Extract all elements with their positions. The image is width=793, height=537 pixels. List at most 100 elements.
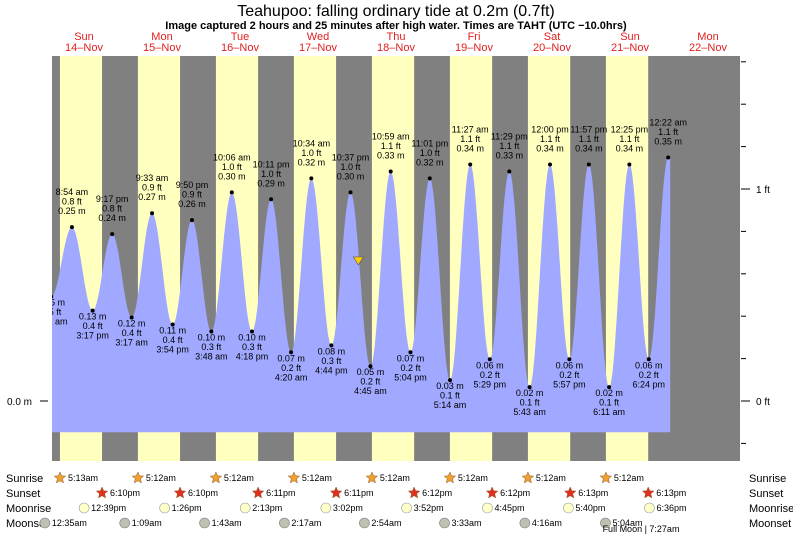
low-tide-label: 4:44 pm [315, 365, 348, 375]
row-label-sunset-right: Sunset [749, 488, 783, 500]
sunrise-icon [131, 471, 145, 484]
tide-point [388, 169, 393, 174]
high-tide-label: 9:33 am [136, 173, 169, 183]
tide-point [527, 385, 532, 390]
moonset-time: 12:35am [52, 518, 87, 528]
sunset-time: 6:10pm [110, 488, 140, 498]
low-tide-label: 0.3 ft [201, 342, 222, 352]
high-tide-label: 1.0 ft [301, 148, 322, 158]
right-axis-label: 0 ft [756, 397, 770, 408]
tide-point [548, 162, 552, 167]
moonrise-icon [563, 502, 574, 514]
high-tide-label: 1.0 ft [340, 162, 361, 172]
day-date: 20–Nov [533, 42, 571, 54]
high-tide-label: 0.35 m [654, 137, 682, 147]
tide-point [567, 357, 572, 362]
low-tide-label: 0.3 ft [242, 342, 263, 352]
low-tide-label: 0.2 ft [559, 370, 580, 380]
moonset-time: 1:09am [132, 518, 162, 528]
tide-point [666, 155, 671, 160]
sunrise-icon [209, 471, 223, 484]
sunrise-icon [443, 471, 457, 484]
tide-point [170, 322, 175, 327]
tide-point [468, 162, 473, 167]
tide-point [309, 176, 314, 181]
day-date: 21–Nov [611, 42, 649, 54]
sunrise-time: 5:13am [68, 473, 98, 483]
moonrise-icon [78, 502, 90, 514]
low-tide-label: 0.2 ft [400, 363, 421, 373]
moonset-icon [39, 517, 51, 529]
low-tide-label: 6:24 pm [633, 379, 666, 389]
high-tide-label: 1.0 ft [222, 162, 243, 172]
moonrise-icon [239, 502, 251, 514]
tide-point [427, 176, 432, 181]
tide-point [607, 385, 612, 390]
sunrise-time: 5:12am [146, 473, 176, 483]
moonset-icon [359, 517, 370, 529]
tide-point [189, 218, 194, 223]
low-tide-label: 0.13 m [79, 312, 107, 322]
sunrise-time: 5:12am [224, 473, 254, 483]
moonrise-icon [159, 502, 170, 514]
tide-point [329, 343, 334, 348]
low-tide-label: 3:48 am [195, 351, 228, 361]
day-name: Mon [151, 31, 172, 43]
left-axis: 0.0 m [7, 397, 48, 408]
moonrise-time: 3:02pm [333, 503, 363, 513]
day-date: 17–Nov [299, 42, 337, 54]
high-tide-label: 0.32 m [298, 157, 326, 167]
low-tide-label: 0.07 m [277, 353, 305, 363]
high-tide-label: 0.34 m [536, 144, 564, 154]
moonset-icon [279, 517, 290, 529]
low-tide-label: 5:14 am [434, 400, 467, 410]
tide-point [348, 190, 353, 195]
right-axis: 0 ft 1 ft [741, 61, 770, 444]
tide-point [209, 329, 214, 334]
high-tide-label: 0.30 m [218, 171, 246, 181]
high-tide-label: 0.26 m [178, 199, 206, 209]
moonset-time: 1:43am [212, 518, 242, 528]
high-tide-label: 10:11 pm [253, 159, 290, 169]
high-tide-label: 0.34 m [456, 144, 484, 154]
moonrise-icon [482, 502, 493, 514]
day-name: Wed [307, 31, 329, 43]
moonset-icon [119, 517, 131, 529]
moonrise-time: 2:13pm [252, 503, 282, 513]
tide-point [150, 211, 155, 216]
low-tide-label: 0.12 m [118, 319, 146, 329]
row-label-moonrise: Moonrise [6, 503, 51, 515]
tide-point [646, 357, 651, 362]
day-date: 18–Nov [377, 42, 415, 54]
low-tide-label: 5:43 am [513, 407, 546, 417]
sunset-time: 6:12pm [500, 488, 530, 498]
astronomy-rows: Sunrise Sunrise Sunset Sunset Moonrise Moonri… [6, 471, 793, 530]
day-date: 16–Nov [221, 42, 259, 54]
tide-point [229, 190, 234, 195]
low-tide-label: 0.08 m [318, 346, 346, 356]
low-tide-label: 5:57 pm [553, 379, 586, 389]
tide-point [249, 329, 254, 334]
high-tide-label: 10:06 am [213, 152, 251, 162]
high-tide-label: 10:37 pm [332, 152, 370, 162]
sunrise-time: 5:12am [536, 473, 566, 483]
low-tide-label: 3:54 pm [156, 344, 189, 354]
high-tide-label: 0.9 ft [182, 190, 203, 200]
day-date: 22–Nov [689, 42, 727, 54]
low-tide-label: 0.06 m [556, 360, 584, 370]
low-tide-label: 0.06 m [635, 360, 663, 370]
tide-point [408, 350, 413, 355]
high-tide-label: 11:27 am [452, 125, 489, 135]
row-label-moonrise-right: Moonrise [749, 503, 793, 515]
day-date: 19–Nov [455, 42, 493, 54]
sunset-icon [329, 486, 343, 499]
high-tide-label: 0.33 m [377, 150, 405, 160]
low-tide-label: 5:04 pm [394, 372, 427, 382]
sunset-time: 6:11pm [344, 488, 373, 498]
day-name: Tue [231, 31, 250, 43]
high-tide-label: 10:34 am [293, 138, 331, 148]
high-tide-label: 1.1 ft [381, 141, 402, 151]
day-name: Sun [620, 31, 640, 43]
low-tide-label: 0.02 m [516, 388, 544, 398]
